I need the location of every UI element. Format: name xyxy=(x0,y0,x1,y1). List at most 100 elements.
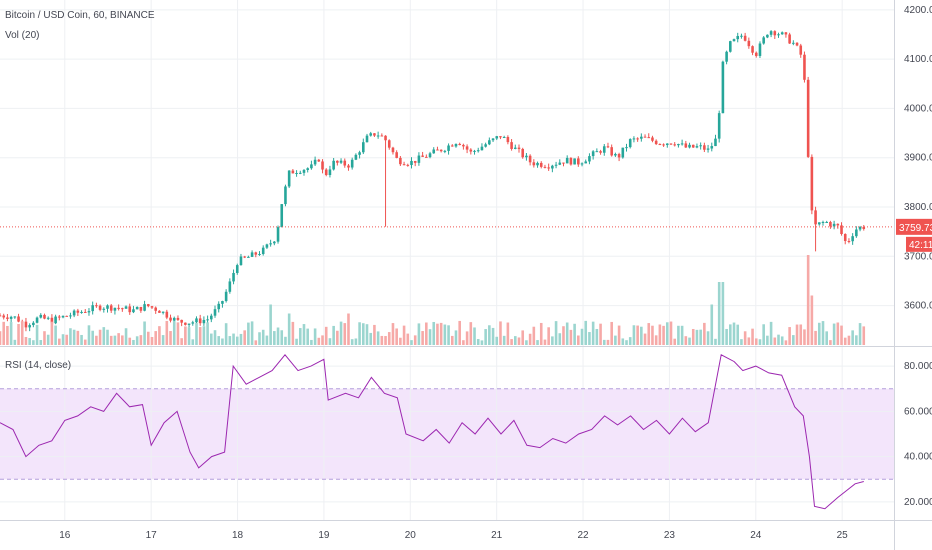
volume-bar xyxy=(506,322,510,345)
volume-bar xyxy=(50,321,54,345)
candle-body xyxy=(543,166,547,168)
volume-bar xyxy=(139,335,143,345)
volume-bar xyxy=(628,337,632,345)
candle-body xyxy=(521,148,525,158)
volume-bar xyxy=(565,322,569,345)
candle-body xyxy=(621,147,625,158)
volume-bar xyxy=(476,339,480,345)
volume-bar xyxy=(625,340,628,345)
volume-bar xyxy=(413,335,417,345)
candle-body xyxy=(855,229,858,237)
candle-body xyxy=(491,138,495,141)
volume-bar xyxy=(647,323,651,345)
volume-bar xyxy=(39,340,43,345)
volume-bar xyxy=(491,327,495,345)
volume-bar xyxy=(17,324,20,345)
candle-body xyxy=(792,42,795,44)
candle-body xyxy=(751,46,754,53)
candle-body xyxy=(584,161,588,164)
volume-bar xyxy=(488,325,491,345)
volume-bar xyxy=(821,321,825,345)
volume-bar xyxy=(591,321,595,345)
candle-body xyxy=(198,318,202,324)
volume-bar xyxy=(562,326,565,345)
volume-bar xyxy=(717,282,721,345)
candle-body xyxy=(206,319,209,321)
volume-bar xyxy=(614,335,617,345)
candle-body xyxy=(484,144,487,147)
candle-body xyxy=(654,140,658,145)
volume-bar xyxy=(313,328,317,345)
volume-bar xyxy=(784,340,788,345)
volume-bar xyxy=(235,336,239,345)
volume-bar xyxy=(855,335,858,345)
candle-body xyxy=(703,145,706,150)
candle-body xyxy=(469,149,473,152)
volume-bar xyxy=(113,335,117,345)
candle-body xyxy=(762,37,765,44)
candle-body xyxy=(840,225,843,235)
candle-body xyxy=(513,147,517,149)
candle-body xyxy=(417,155,421,163)
volume-bar xyxy=(184,326,187,345)
volume-bar xyxy=(358,322,361,345)
volume-bar xyxy=(843,337,847,345)
volume-bar xyxy=(20,321,24,345)
volume-bar xyxy=(76,330,80,345)
candle-body xyxy=(217,303,221,310)
candle-body xyxy=(106,305,109,309)
candle-body xyxy=(132,309,135,313)
candle-body xyxy=(758,43,762,56)
candle-body xyxy=(647,137,651,139)
volume-bar xyxy=(80,334,83,345)
volume-bar xyxy=(321,335,324,345)
volume-bar xyxy=(836,322,840,345)
candle-body xyxy=(6,317,9,319)
volume-bar xyxy=(239,333,243,345)
volume-bar xyxy=(213,330,217,345)
volume-bar xyxy=(703,322,706,345)
candle-body xyxy=(98,305,102,310)
volume-bar xyxy=(258,332,261,345)
volume-bar xyxy=(803,329,806,345)
volume-bar xyxy=(287,313,291,345)
volume-bar xyxy=(547,327,550,345)
candle-body xyxy=(554,164,558,166)
volume-bar xyxy=(428,329,432,345)
candle-body xyxy=(628,139,632,148)
volume-bar xyxy=(525,340,528,345)
time-tick-label: 25 xyxy=(837,530,849,541)
candle-body xyxy=(817,222,821,225)
candle-body xyxy=(54,316,57,324)
candle-body xyxy=(339,160,343,163)
volume-bar xyxy=(83,339,87,345)
volume-bar xyxy=(380,335,384,345)
candle-body xyxy=(172,317,176,321)
time-tick-label: 17 xyxy=(146,530,158,541)
volume-bar xyxy=(677,325,680,345)
candle-body xyxy=(428,153,432,158)
candle-body xyxy=(510,142,513,149)
candle-body xyxy=(447,145,450,151)
candle-body xyxy=(573,158,576,165)
volume-bar xyxy=(651,325,654,345)
volume-bar xyxy=(135,336,139,345)
volume-bar xyxy=(792,335,795,345)
volume-bar xyxy=(606,339,610,345)
rsi-line xyxy=(0,354,864,510)
volume-bar xyxy=(573,323,576,345)
candle-body xyxy=(139,306,143,311)
candle-body xyxy=(488,140,491,145)
candle-body xyxy=(321,161,324,170)
candle-body xyxy=(180,319,183,323)
candle-body xyxy=(250,252,254,257)
candle-body xyxy=(721,61,725,114)
candle-body xyxy=(350,159,354,168)
time-tick-label: 22 xyxy=(577,530,589,541)
volume-bar xyxy=(254,340,258,345)
volume-bar xyxy=(465,331,469,345)
candle-body xyxy=(143,304,146,311)
candle-body xyxy=(336,160,339,163)
candle-body xyxy=(862,226,866,229)
candle-body xyxy=(124,306,128,309)
